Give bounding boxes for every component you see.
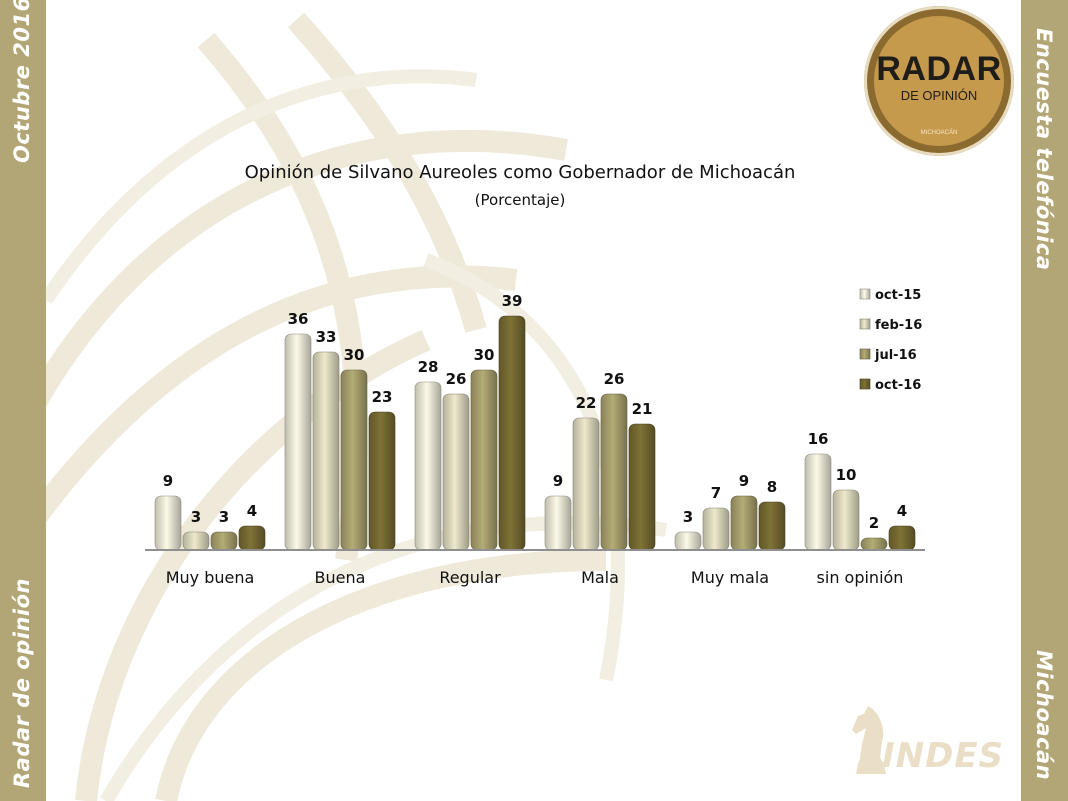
legend-swatch-jul-16 — [859, 348, 871, 360]
bar-oct-15-5 — [804, 453, 832, 551]
category-label-4: Muy mala — [691, 568, 769, 587]
data-label-feb-16-0: 3 — [191, 508, 201, 526]
data-label-oct-16-1: 23 — [372, 388, 393, 406]
bar-jul-16-3 — [600, 393, 628, 551]
bar-jul-16-4 — [730, 495, 758, 551]
category-label-2: Regular — [439, 568, 501, 587]
bar-oct-16-4 — [758, 501, 786, 551]
indes-logo: INDES — [846, 700, 1003, 780]
logo-subtitle: DE OPINIÓN — [900, 88, 978, 103]
data-label-feb-16-3: 22 — [576, 394, 597, 412]
data-label-feb-16-2: 26 — [446, 370, 467, 388]
bar-jul-16-0 — [210, 531, 238, 551]
data-label-jul-16-2: 30 — [474, 346, 495, 364]
data-label-jul-16-5: 2 — [869, 514, 879, 532]
chart-title: Opinión de Silvano Aureoles como Goberna… — [244, 162, 796, 183]
data-label-oct-15-0: 9 — [163, 472, 173, 490]
bar-jul-16-2 — [470, 369, 498, 551]
bar-oct-16-3 — [628, 423, 656, 551]
bar-feb-16-1 — [312, 351, 340, 551]
chart-subtitle: (Porcentaje) — [474, 191, 566, 209]
data-label-oct-16-0: 4 — [247, 502, 257, 520]
data-label-jul-16-0: 3 — [219, 508, 229, 526]
bar-oct-16-1 — [368, 411, 396, 551]
bar-oct-16-5 — [888, 525, 916, 551]
bar-oct-16-0 — [238, 525, 266, 551]
legend-swatch-oct-16 — [859, 378, 871, 390]
data-label-oct-16-3: 21 — [632, 400, 653, 418]
category-label-0: Muy buena — [166, 568, 255, 587]
bar-oct-15-4 — [674, 531, 702, 551]
axis-group: Muy buena Buena Regular Mala Muy mala sin opi… — [145, 549, 925, 587]
bar-oct-15-1 — [284, 333, 312, 551]
legend-label-feb-16: feb-16 — [875, 318, 922, 333]
data-label-oct-15-4: 3 — [683, 508, 693, 526]
data-label-jul-16-4: 9 — [739, 472, 749, 490]
knight-icon — [852, 706, 886, 774]
bar-feb-16-3 — [572, 417, 600, 551]
indes-word: INDES — [882, 736, 1005, 776]
left-sidebar — [0, 0, 46, 801]
right-sidebar — [1021, 0, 1068, 801]
bar-feb-16-0 — [182, 531, 210, 551]
bar-oct-15-0 — [154, 495, 182, 551]
category-label-3: Mala — [581, 568, 619, 587]
bar-feb-16-5 — [832, 489, 860, 551]
bar-oct-15-2 — [414, 381, 442, 551]
legend-swatch-oct-15 — [859, 288, 871, 300]
bar-jul-16-1 — [340, 369, 368, 551]
legend-swatch-feb-16 — [859, 318, 871, 330]
bar-feb-16-2 — [442, 393, 470, 551]
legend-label-oct-15: oct-15 — [875, 288, 921, 303]
data-label-oct-16-4: 8 — [767, 478, 777, 496]
logo-title: RADAR — [876, 50, 1002, 88]
data-label-oct-16-2: 39 — [502, 292, 523, 310]
data-label-feb-16-4: 7 — [711, 484, 721, 502]
data-label-oct-15-5: 16 — [808, 430, 829, 448]
legend-label-jul-16: jul-16 — [874, 348, 917, 363]
data-label-oct-15-2: 28 — [418, 358, 439, 376]
bar-oct-15-3 — [544, 495, 572, 551]
bar-oct-16-2 — [498, 315, 526, 551]
data-label-jul-16-1: 30 — [344, 346, 365, 364]
logo-state: MICHOACÁN — [920, 130, 958, 136]
category-label-1: Buena — [315, 568, 366, 587]
data-label-jul-16-3: 26 — [604, 370, 625, 388]
bar-feb-16-4 — [702, 507, 730, 551]
radar-de-opinion-logo: RADAR DE OPINIÓN MICHOACÁN — [864, 6, 1014, 156]
data-label-feb-16-1: 33 — [316, 328, 337, 346]
legend-label-oct-16: oct-16 — [875, 378, 921, 393]
category-label-5: sin opinión — [817, 568, 904, 587]
data-label-oct-16-5: 4 — [897, 502, 907, 520]
data-label-oct-15-1: 36 — [288, 310, 309, 328]
legend: oct-15 feb-16 jul-16 oct-16 — [859, 288, 922, 393]
data-label-feb-16-5: 10 — [836, 466, 857, 484]
bar-jul-16-5 — [860, 537, 888, 551]
data-label-oct-15-3: 9 — [553, 472, 563, 490]
